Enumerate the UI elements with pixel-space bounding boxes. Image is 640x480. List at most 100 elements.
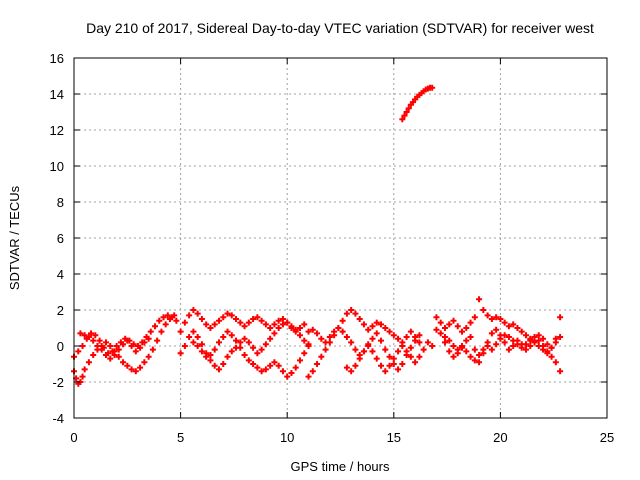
data-point [207,325,214,331]
x-tick-label: 5 [177,430,184,445]
x-tick-label: 20 [493,430,507,445]
data-point [437,319,444,326]
data-point [228,312,235,319]
data-point [446,348,453,355]
data-point [480,346,487,353]
data-point [535,332,542,339]
data-point [113,343,120,349]
data-point [279,368,286,375]
data-point [124,362,131,369]
data-point [107,355,114,362]
data-point [403,109,410,115]
data-point [386,353,393,360]
data-point [441,339,448,346]
data-point [348,339,355,346]
data-point [250,316,257,322]
data-point [356,316,363,322]
data-point [107,343,114,349]
data-point [373,355,380,362]
data-point [301,350,308,357]
data-point [386,328,393,335]
data-point [395,366,402,373]
data-point [395,335,402,342]
data-point [152,323,159,330]
y-tick-label: -4 [52,411,64,426]
y-tick-label: 4 [57,267,64,282]
data-point [488,330,495,337]
data-point [267,325,274,331]
data-point [154,337,161,344]
data-point [275,362,282,369]
data-point [501,339,508,346]
data-point [416,332,423,339]
data-point [275,325,282,331]
data-point [258,317,265,324]
data-point [454,350,461,357]
data-point [557,368,564,375]
data-point [318,353,325,360]
data-point [211,362,218,369]
data-point [262,321,269,328]
data-point [254,314,261,321]
data-point [147,328,154,335]
data-point [395,348,402,355]
data-point [412,337,419,344]
data-point [493,314,500,321]
data-point [90,352,97,358]
data-point [493,326,500,333]
data-point [433,314,440,321]
data-point [220,314,227,321]
data-point [527,337,534,344]
data-point [220,361,227,367]
data-point [382,325,389,331]
data-point [360,348,367,355]
data-point [488,316,495,322]
data-point [301,321,308,328]
data-point [476,296,483,303]
data-point [441,334,448,340]
data-point [258,368,265,375]
data-point [90,337,97,344]
data-point [343,310,350,317]
x-tick-label: 0 [70,430,77,445]
data-point [171,312,178,319]
data-point [254,350,261,357]
data-point [275,317,282,324]
data-point [120,359,127,366]
data-point [518,328,525,335]
data-point [369,348,376,355]
data-point [267,335,274,342]
data-point [96,337,103,344]
data-point [228,348,235,355]
data-point [429,84,436,91]
data-point [365,326,372,333]
data-point [158,328,165,335]
data-point [352,310,359,317]
y-axis-label: SDTVAR / TECUs [7,185,22,290]
data-point [224,353,231,360]
data-point [228,332,235,339]
data-point [527,343,534,349]
data-point [309,368,316,375]
data-point [450,317,457,324]
data-point [552,359,559,366]
data-point [405,105,412,112]
data-point [186,334,193,340]
data-point [111,352,118,358]
data-point [352,346,359,353]
x-tick-label: 10 [280,430,294,445]
data-point [267,362,274,369]
data-point [403,348,410,355]
data-point [288,325,295,331]
data-point [318,335,325,342]
data-point [514,341,521,348]
data-point [198,348,205,355]
data-point [241,352,248,358]
data-point [102,339,109,346]
data-point [348,368,355,375]
data-point [488,346,495,353]
data-point [522,341,529,348]
data-point [471,314,478,321]
data-point [514,325,521,331]
data-point [467,334,474,340]
